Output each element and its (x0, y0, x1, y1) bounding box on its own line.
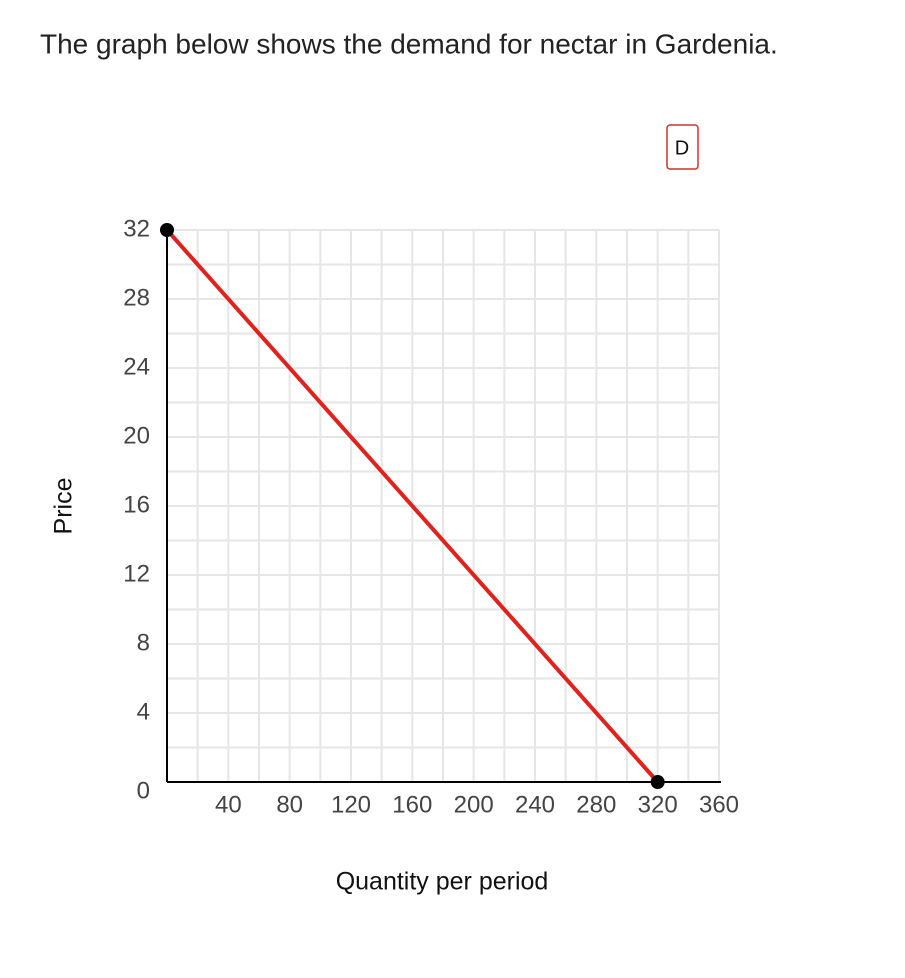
y-tick-label: 4 (137, 698, 150, 725)
y-tick-label: 24 (123, 353, 150, 380)
point (160, 223, 174, 237)
y-tick-label: 8 (137, 629, 150, 656)
y-tick-label: 32 (123, 215, 150, 242)
demand-line (165, 228, 660, 784)
x-tick-label: 320 (638, 791, 678, 818)
x-axis-label: Quantity per period (336, 868, 549, 896)
point (650, 775, 665, 789)
x-tick-label: 360 (699, 791, 739, 818)
x-tick-label: 120 (331, 791, 371, 818)
x-tick-label: 240 (515, 791, 555, 818)
x-tick-label: 200 (454, 791, 494, 818)
y-axis-label: Price (50, 478, 78, 535)
y-tick-label: 12 (123, 560, 150, 587)
curve-label: D (675, 137, 689, 159)
x-tick-label: 40 (215, 791, 242, 818)
y-tick-label: 16 (123, 491, 150, 518)
question: The graph below shows the demand for nec… (40, 28, 778, 59)
y-tick-label: 28 (123, 284, 150, 311)
curve-label-box (666, 124, 699, 170)
x-tick-label: 160 (392, 791, 432, 818)
y-tick-label: 20 (123, 422, 150, 449)
y-tick-label: 0 (137, 777, 150, 804)
x-tick-label: 280 (576, 791, 616, 818)
x-tick-label: 80 (276, 791, 303, 818)
